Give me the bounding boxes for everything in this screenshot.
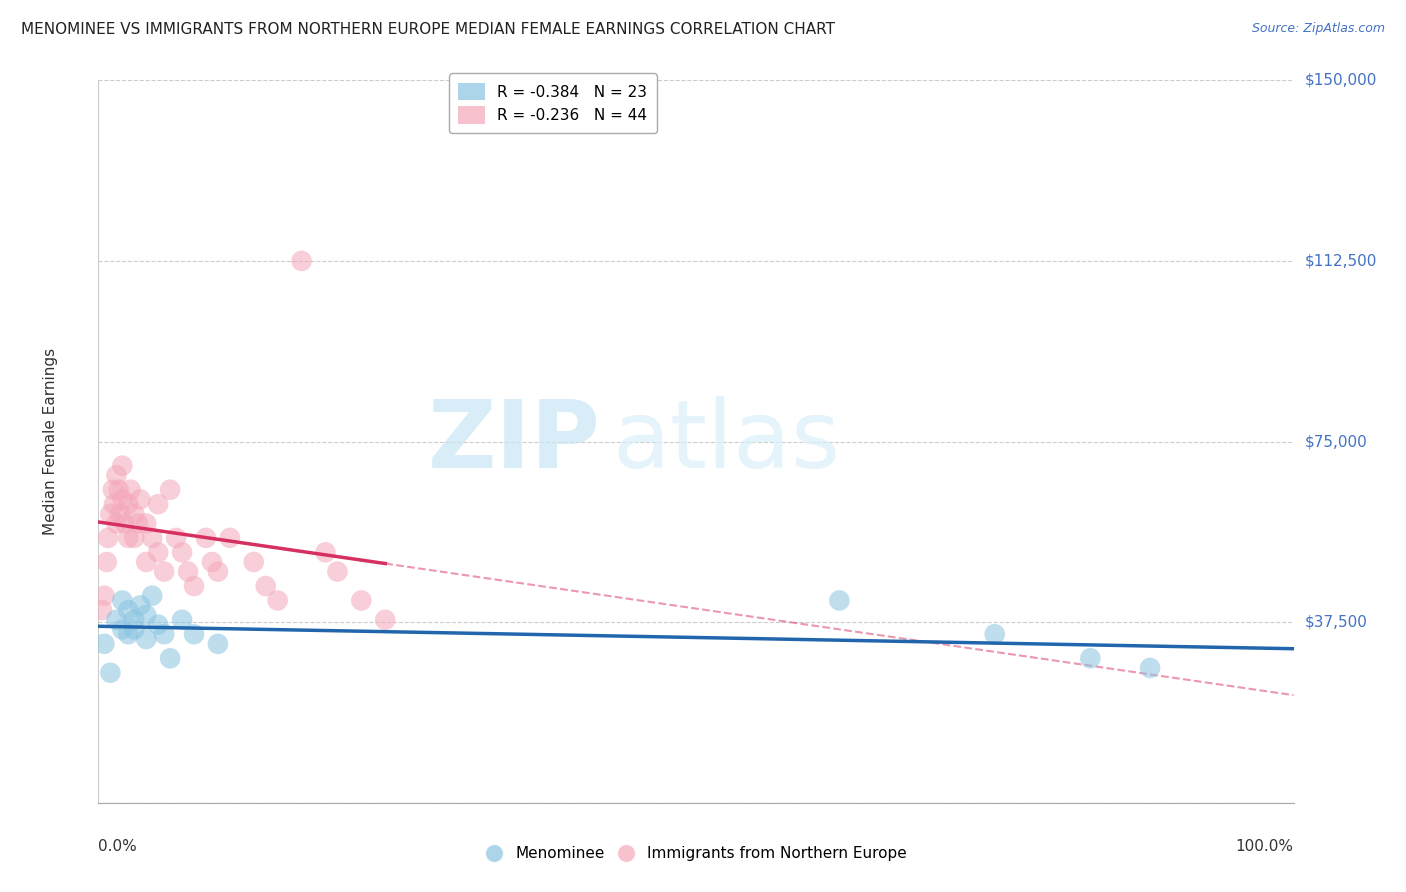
Point	[124, 531, 146, 545]
Point	[141, 589, 163, 603]
Point	[148, 545, 170, 559]
Point	[111, 492, 134, 507]
Point	[117, 627, 139, 641]
Point	[108, 507, 131, 521]
Point	[828, 593, 851, 607]
Text: $150,000: $150,000	[1305, 73, 1376, 87]
Point	[141, 531, 163, 545]
Point	[97, 531, 120, 545]
Point	[103, 497, 125, 511]
Text: 100.0%: 100.0%	[1236, 838, 1294, 854]
Point	[326, 565, 349, 579]
Point	[120, 483, 142, 497]
Point	[148, 497, 170, 511]
Point	[153, 627, 176, 641]
Point	[91, 603, 114, 617]
Point	[98, 665, 122, 680]
Point	[124, 613, 146, 627]
Point	[219, 531, 242, 545]
Point	[107, 483, 129, 497]
Point	[117, 497, 139, 511]
Text: MENOMINEE VS IMMIGRANTS FROM NORTHERN EUROPE MEDIAN FEMALE EARNINGS CORRELATION : MENOMINEE VS IMMIGRANTS FROM NORTHERN EU…	[21, 22, 835, 37]
Point	[148, 617, 170, 632]
Point	[172, 545, 194, 559]
Text: atlas: atlas	[613, 395, 841, 488]
Point	[111, 458, 134, 473]
Text: ZIP: ZIP	[427, 395, 600, 488]
Point	[153, 565, 176, 579]
Point	[243, 555, 266, 569]
Point	[129, 492, 152, 507]
Point	[93, 589, 115, 603]
Point	[135, 555, 157, 569]
Point	[135, 607, 157, 622]
Point	[105, 613, 128, 627]
Point	[1080, 651, 1102, 665]
Point	[165, 531, 187, 545]
Point	[159, 651, 181, 665]
Point	[124, 623, 146, 637]
Point	[201, 555, 224, 569]
Point	[96, 555, 118, 569]
Text: $37,500: $37,500	[1305, 615, 1368, 630]
Point	[114, 516, 136, 531]
Point	[315, 545, 337, 559]
Point	[135, 632, 157, 646]
Point	[98, 507, 122, 521]
Point	[105, 468, 128, 483]
Point	[254, 579, 277, 593]
Point	[350, 593, 373, 607]
Point	[117, 531, 139, 545]
Point	[183, 627, 205, 641]
Point	[93, 637, 115, 651]
Point	[374, 613, 396, 627]
Point	[984, 627, 1007, 641]
Text: $75,000: $75,000	[1305, 434, 1368, 449]
Point	[127, 516, 149, 531]
Point	[183, 579, 205, 593]
Point	[267, 593, 290, 607]
Point	[111, 593, 134, 607]
Legend: Menominee, Immigrants from Northern Europe: Menominee, Immigrants from Northern Euro…	[478, 840, 914, 867]
Point	[195, 531, 218, 545]
Point	[207, 637, 229, 651]
Text: Median Female Earnings: Median Female Earnings	[44, 348, 58, 535]
Point	[207, 565, 229, 579]
Point	[111, 623, 134, 637]
Point	[1139, 661, 1161, 675]
Point	[129, 599, 152, 613]
Point	[105, 516, 128, 531]
Point	[117, 603, 139, 617]
Text: Source: ZipAtlas.com: Source: ZipAtlas.com	[1251, 22, 1385, 36]
Point	[159, 483, 181, 497]
Point	[172, 613, 194, 627]
Text: $112,500: $112,500	[1305, 253, 1376, 268]
Point	[124, 507, 146, 521]
Point	[291, 253, 314, 268]
Point	[135, 516, 157, 531]
Point	[177, 565, 200, 579]
Point	[101, 483, 124, 497]
Text: 0.0%: 0.0%	[98, 838, 138, 854]
